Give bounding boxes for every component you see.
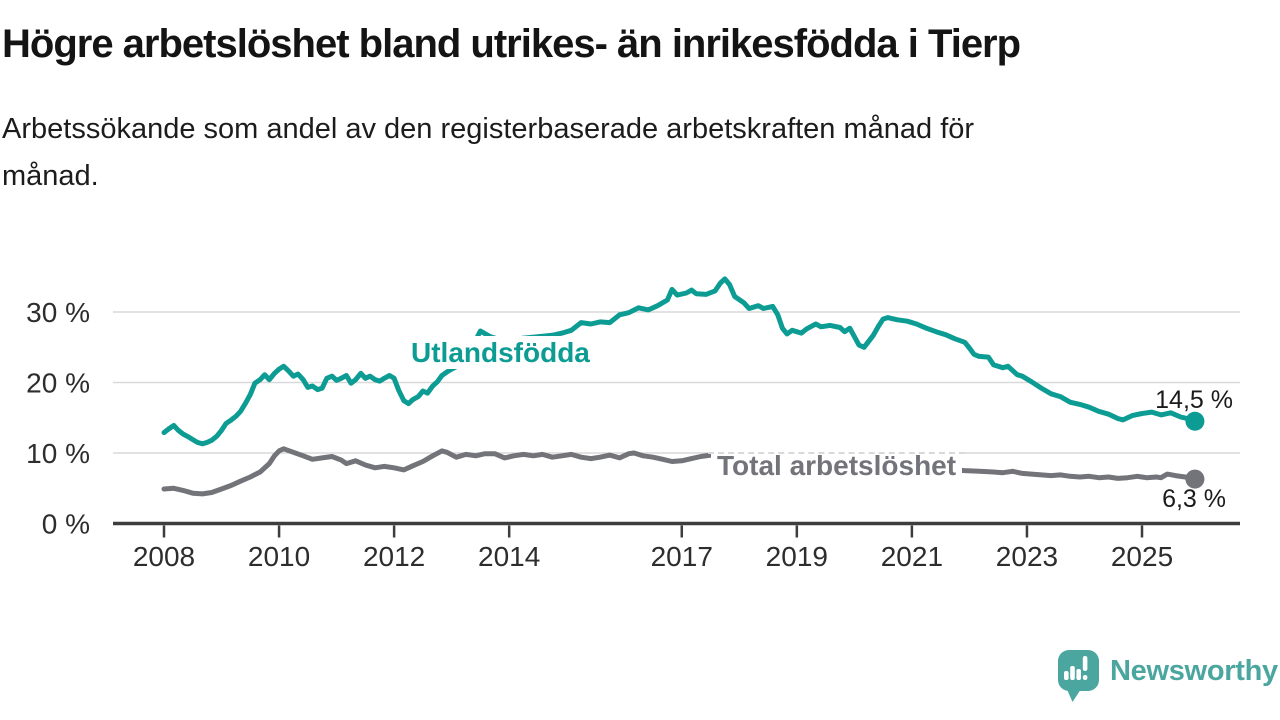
- x-axis-tick-label: 2025: [1111, 541, 1173, 572]
- dashed-gridline-through-label: [708, 452, 966, 454]
- series-line-utlandsfodda: [161, 276, 1198, 447]
- y-axis-tick-label: 10 %: [26, 438, 90, 469]
- chart-subtitle: Arbetssökande som andel av den registerb…: [2, 106, 1222, 200]
- x-axis-tick-label: 2019: [766, 541, 828, 572]
- end-dot-utlandsfodda: [1185, 411, 1205, 431]
- y-axis-tick-label: 30 %: [26, 297, 90, 328]
- newsworthy-logo-text: Newsworthy: [1110, 655, 1278, 687]
- end-value-label-total: 6,3 %: [1162, 485, 1226, 513]
- end-value-label-utlandsfodda: 14,5 %: [1155, 386, 1233, 414]
- x-axis-tick-label: 2014: [478, 541, 540, 572]
- series-label-utlandsfodda: Utlandsfödda: [406, 336, 595, 369]
- page-title: Högre arbetslöshet bland utrikes- än inr…: [2, 22, 1021, 66]
- end-dot-total: [1185, 469, 1205, 489]
- series-label-total-text: Total arbetslöshet: [717, 450, 957, 481]
- series-line-total: [161, 446, 1198, 497]
- y-axis-tick-label: 20 %: [26, 368, 90, 399]
- x-axis-tick-label: 2021: [881, 541, 943, 572]
- x-axis-tick-label: 2023: [996, 541, 1058, 572]
- x-axis-tick-label: 2010: [248, 541, 310, 572]
- newsworthy-logo-icon: [1058, 650, 1099, 702]
- series-label-total-arbetsloshet: Total arbetslöshet: [708, 448, 966, 483]
- x-axis-tick-label: 2017: [651, 541, 713, 572]
- x-axis-tick-label: 2012: [363, 541, 425, 572]
- x-axis-tick-label: 2008: [133, 541, 195, 572]
- newsworthy-logo: Newsworthy: [1057, 649, 1278, 703]
- subtitle-line-2: månad.: [2, 160, 99, 192]
- subtitle-line-1: Arbetssökande som andel av den registerb…: [2, 113, 975, 145]
- y-axis-tick-label: 0 %: [42, 509, 90, 540]
